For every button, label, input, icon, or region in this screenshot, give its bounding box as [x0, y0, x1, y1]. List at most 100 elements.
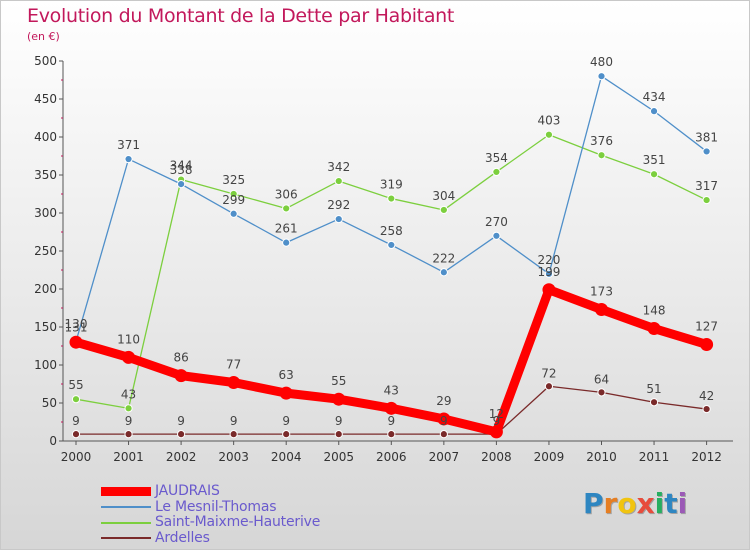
data-point	[492, 231, 501, 240]
data-point	[649, 398, 659, 407]
data-label: 480	[590, 55, 613, 69]
data-label: 42	[699, 389, 714, 403]
logo-letter: r	[603, 487, 618, 520]
data-point	[124, 430, 133, 439]
data-label: 376	[590, 134, 613, 148]
data-point	[279, 386, 293, 400]
data-label: 338	[170, 163, 193, 177]
y-tick-label: 450	[34, 92, 57, 106]
data-label: 55	[331, 374, 346, 388]
data-label: 86	[173, 351, 188, 365]
x-tick-label: 2009	[534, 450, 565, 464]
data-point	[387, 194, 396, 203]
data-label: 261	[275, 222, 298, 236]
data-point	[544, 130, 554, 139]
data-label: 9	[335, 414, 343, 428]
data-point	[702, 195, 711, 205]
data-point	[597, 72, 606, 81]
y-tick-label: 500	[34, 54, 57, 68]
data-point	[334, 176, 343, 186]
data-point	[229, 209, 238, 218]
x-tick-label: 2003	[218, 450, 249, 464]
data-label: 317	[695, 179, 718, 193]
legend-item: Ardelles	[101, 529, 320, 547]
data-label: 127	[695, 319, 718, 333]
data-point	[71, 430, 81, 439]
data-point	[492, 167, 501, 177]
data-label: 299	[222, 193, 245, 207]
x-tick-label: 2011	[639, 450, 670, 464]
data-point	[597, 388, 606, 397]
data-point	[177, 180, 186, 189]
legend-swatch	[101, 537, 151, 540]
y-tick-label: 300	[34, 206, 57, 220]
data-point	[700, 337, 714, 351]
data-point	[542, 283, 556, 297]
y-tick-label: 100	[34, 358, 57, 372]
data-point	[544, 269, 554, 278]
x-tick-label: 2005	[323, 450, 354, 464]
data-point	[595, 303, 608, 317]
data-point	[334, 214, 343, 224]
legend-swatch	[101, 521, 151, 524]
data-point	[332, 392, 346, 406]
data-label: 131	[65, 320, 88, 334]
x-tick-label: 2010	[586, 450, 617, 464]
chart-title: Evolution du Montant de la Dette par Hab…	[27, 5, 455, 27]
logo-letter: P	[583, 487, 604, 520]
data-label: 9	[230, 414, 238, 428]
logo-letter: i	[654, 487, 665, 520]
y-tick-label: 200	[34, 282, 57, 296]
data-label: 51	[646, 382, 661, 396]
data-point	[177, 430, 186, 439]
data-label: 403	[537, 114, 560, 128]
x-tick-label: 2008	[481, 450, 512, 464]
data-label: 43	[384, 383, 399, 397]
data-point	[227, 375, 241, 389]
data-label: 9	[387, 414, 395, 428]
data-label: 12	[489, 407, 504, 421]
data-point	[282, 430, 291, 439]
data-point	[649, 107, 659, 116]
data-label: 304	[432, 189, 455, 203]
data-point	[387, 430, 396, 439]
data-label: 173	[590, 285, 613, 299]
data-point	[282, 204, 291, 213]
data-point	[124, 404, 133, 413]
data-label: 130	[65, 317, 88, 331]
data-label: 270	[485, 215, 508, 229]
legend-label: Saint-Maixme-Hauterive	[155, 514, 321, 531]
data-point	[282, 238, 291, 247]
data-label: 381	[695, 130, 718, 144]
data-label: 434	[643, 90, 666, 104]
data-label: 371	[117, 138, 140, 152]
data-label: 306	[275, 187, 298, 201]
data-label: 9	[72, 414, 80, 428]
data-label: 77	[226, 357, 241, 371]
data-label: 258	[380, 224, 403, 238]
data-label: 9	[177, 414, 185, 428]
data-point	[384, 401, 398, 415]
x-tick-label: 2000	[61, 450, 92, 464]
data-point	[702, 404, 711, 414]
data-point	[439, 268, 448, 277]
data-point	[122, 350, 136, 364]
data-label: 319	[380, 178, 403, 192]
data-point	[597, 151, 606, 160]
data-point	[437, 412, 451, 426]
data-label: 222	[432, 251, 455, 265]
data-label: 351	[643, 153, 666, 167]
legend-label: JAUDRAIS	[155, 483, 220, 500]
data-label: 342	[327, 160, 350, 174]
x-tick-label: 2004	[271, 450, 302, 464]
legend-label: Ardelles	[155, 529, 210, 546]
data-label: 63	[279, 368, 294, 382]
legend-item: Le Mesnil-Thomas	[101, 499, 320, 516]
proxiti-logo: Proxiti	[583, 487, 687, 520]
data-label: 55	[68, 378, 83, 392]
chart-unit: (en €)	[27, 30, 60, 43]
data-point	[544, 382, 554, 391]
data-point	[489, 425, 503, 439]
